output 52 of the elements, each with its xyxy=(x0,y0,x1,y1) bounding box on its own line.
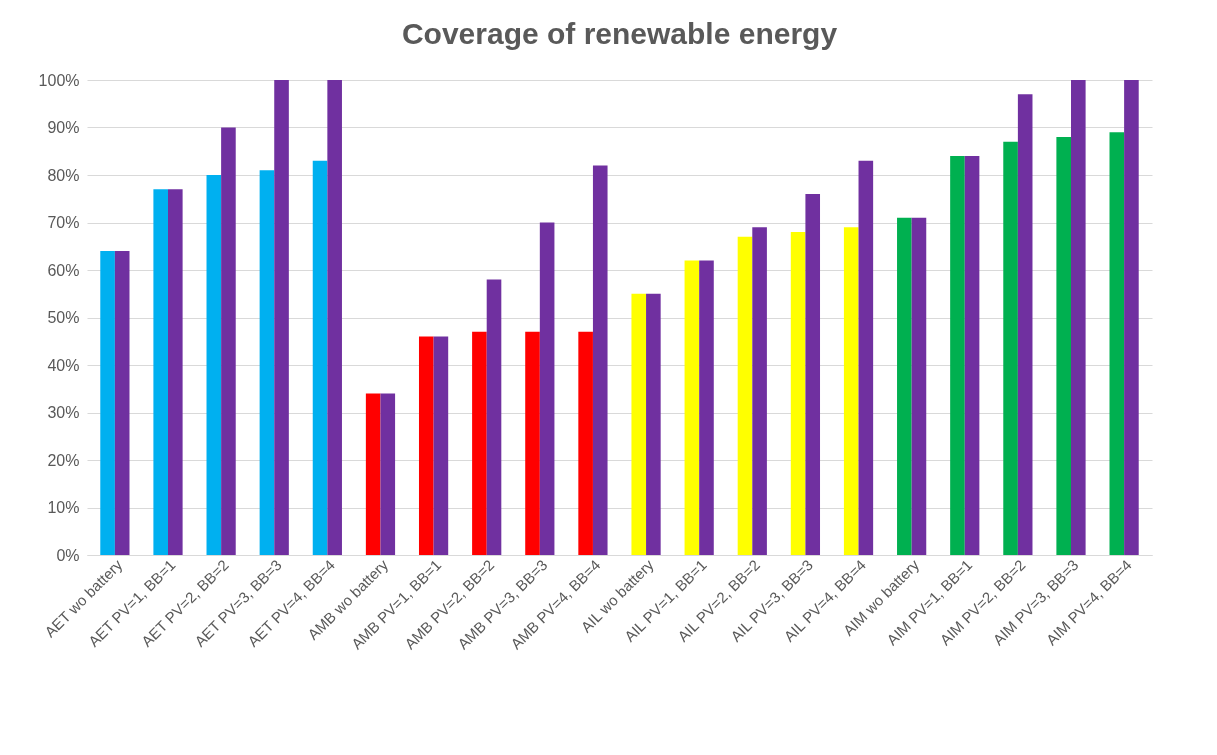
bar xyxy=(578,331,593,555)
bar xyxy=(646,293,661,555)
y-tick-label: 30% xyxy=(47,404,80,421)
y-tick-label: 90% xyxy=(47,119,80,136)
bar xyxy=(684,260,700,555)
y-tick-label: 40% xyxy=(47,356,80,374)
bar xyxy=(790,232,806,555)
bar xyxy=(380,393,396,555)
bar xyxy=(274,80,289,555)
chart-title: Coverage of renewable energy xyxy=(401,17,838,50)
bar xyxy=(843,227,859,555)
bar xyxy=(168,189,183,555)
bar xyxy=(100,251,115,555)
bar xyxy=(897,217,912,555)
bar xyxy=(911,217,927,555)
bar xyxy=(699,260,714,555)
bar xyxy=(805,194,821,555)
bar xyxy=(486,279,502,555)
bar xyxy=(312,160,328,555)
bar xyxy=(153,189,168,555)
bar xyxy=(206,175,222,555)
bar xyxy=(365,393,381,555)
bar xyxy=(752,227,767,555)
y-tick-label: 50% xyxy=(47,309,80,326)
y-tick-label: 20% xyxy=(47,451,80,469)
bar xyxy=(114,251,130,555)
bar xyxy=(1056,137,1071,555)
bar xyxy=(327,80,342,555)
y-tick-label: 0% xyxy=(56,546,80,564)
bar xyxy=(1071,80,1086,555)
bar xyxy=(418,336,434,555)
bar xyxy=(1109,132,1125,555)
bar xyxy=(631,293,647,555)
y-tick-label: 60% xyxy=(47,261,80,279)
y-tick-label: 70% xyxy=(47,214,80,231)
y-tick-label: 10% xyxy=(47,499,80,516)
bar xyxy=(221,127,236,555)
bar xyxy=(472,331,487,555)
bar xyxy=(1017,94,1033,555)
y-tick-label: 100% xyxy=(38,71,80,89)
bar xyxy=(1124,80,1139,555)
bar xyxy=(539,222,555,555)
bar xyxy=(950,156,965,555)
y-tick-label: 80% xyxy=(47,166,80,184)
bar xyxy=(433,336,449,555)
bar xyxy=(737,236,753,555)
bar xyxy=(1003,141,1018,555)
bar xyxy=(964,156,980,555)
bar xyxy=(525,331,540,555)
bar xyxy=(858,160,874,555)
bar xyxy=(592,165,608,555)
bar xyxy=(259,170,275,555)
